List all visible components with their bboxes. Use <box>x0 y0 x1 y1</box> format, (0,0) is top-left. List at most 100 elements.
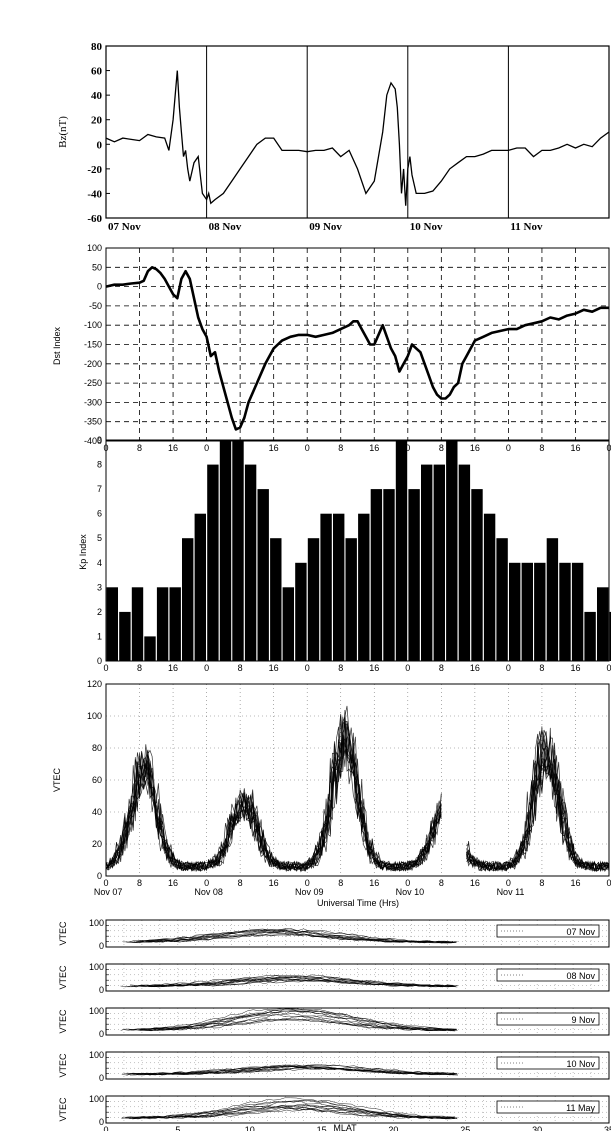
kp-bar <box>370 489 383 661</box>
mlat-legend-label: 11 May <box>566 1103 595 1113</box>
vtec-xtick-label: 0 <box>305 878 310 888</box>
kp-xtick-label: 8 <box>137 663 142 673</box>
bz-panel: -60 -40 -20 0 20 40 60 80 07 Nov 08 Nov 09 Nov 10 … <box>57 41 610 233</box>
bz-xtick-label: 08 Nov <box>209 221 242 233</box>
kp-xtick-label: 0 <box>405 663 410 673</box>
mlat-xlabel: MLAT <box>333 1123 357 1131</box>
kp-ylabel: Kp Index <box>78 534 88 570</box>
dst-ytick-label: 50 <box>92 262 102 272</box>
mlat-legend-box <box>496 968 600 982</box>
kp-bar <box>521 562 533 661</box>
mlat-legend-label: 10 Nov <box>566 1059 595 1069</box>
mlat-xtick-label: 5 <box>175 1125 180 1131</box>
vtec-day-label: Nov 11 <box>497 887 525 897</box>
vtec-ut-xlabel: Universal Time (Hrs) <box>317 898 399 908</box>
vtec-xtick-label: 0 <box>103 878 108 888</box>
mlat-panel: 100 0 VTEC 08 Nov <box>58 962 610 995</box>
kp-bar <box>408 489 420 661</box>
bz-ytick-label: -20 <box>87 164 102 176</box>
mlat-legend-box <box>496 1100 600 1114</box>
kp-bar <box>446 440 458 661</box>
mlat-trace <box>136 928 453 944</box>
vtec-day-label: Nov 09 <box>295 887 324 897</box>
mlat-ytick-label: 0 <box>99 1029 104 1039</box>
mlat-trace <box>133 974 456 988</box>
vtec-xtick-label: 8 <box>137 878 142 888</box>
kp-bar <box>534 562 546 661</box>
kp-xtick-label: 0 <box>103 663 108 673</box>
mlat-legend-label: 9 Nov <box>571 1015 595 1025</box>
dst-xtick-label: 16 <box>570 443 580 453</box>
vtec-trace <box>105 716 610 873</box>
kp-bar <box>307 538 320 661</box>
mlat-trace <box>126 1068 455 1076</box>
mlat-legend-box <box>496 1012 600 1026</box>
kp-bar <box>194 513 206 661</box>
kp-xtick-label: 8 <box>238 663 243 673</box>
mlat-ylabel: VTEC <box>58 965 68 990</box>
dst-xtick-label: 16 <box>168 443 178 453</box>
kp-xtick-label: 16 <box>369 663 379 673</box>
vtec-ut-axes-frame <box>105 683 610 877</box>
vtec-xtick-label: 8 <box>439 878 444 888</box>
bz-xtick-label: 07 Nov <box>108 221 141 233</box>
kp-xtick-label: 8 <box>439 663 444 673</box>
bz-series-layer <box>105 70 610 206</box>
kp-bar <box>458 464 471 661</box>
mlat-trace <box>123 933 457 943</box>
kp-axes-frame <box>105 439 610 662</box>
vtec-ut-series-layer <box>105 705 610 873</box>
kp-panel: 0 1 2 3 4 5 6 7 8 9 0 8 16 0 8 16 0 8 16 0 8 16 0 8 16 0 Kp Inde… <box>78 435 611 673</box>
kp-bar <box>232 440 244 661</box>
mlat-ytick-label: 100 <box>89 962 104 972</box>
bz-ytick-label: -40 <box>87 188 102 200</box>
kp-xtick-label: 0 <box>606 663 611 673</box>
dst-xtick-label: 8 <box>338 443 343 453</box>
dst-ytick-label: -350 <box>84 417 102 427</box>
kp-ytick-label: 1 <box>97 631 102 641</box>
mlat-panel: 100 0 VTEC 07 Nov <box>58 918 610 951</box>
mlat-ylabel: VTEC <box>58 1009 68 1034</box>
kp-bar <box>270 538 282 661</box>
bz-ytick-label: 40 <box>91 90 103 102</box>
kp-bar <box>295 562 307 661</box>
dst-ytick-label: -250 <box>84 378 102 388</box>
mlat-axes-frame <box>105 1051 610 1080</box>
vtec-xtick-label: 16 <box>470 878 480 888</box>
kp-bar <box>320 513 332 661</box>
mlat-trace <box>142 929 453 944</box>
kp-bar <box>471 489 483 661</box>
dst-ytick-label: -100 <box>84 320 102 330</box>
bz-axes-frame <box>105 45 610 219</box>
vtec-xtick-label: 16 <box>369 878 379 888</box>
mlat-legend-box <box>496 924 600 938</box>
mlat-axes-frame <box>105 1095 610 1124</box>
mlat-xtick-label: 25 <box>460 1125 470 1131</box>
vtec-ut-ylabel: VTEC <box>52 768 62 793</box>
mlat-legend-label: 07 Nov <box>566 927 595 937</box>
vtec-trace <box>105 737 610 872</box>
kp-bar <box>219 440 232 661</box>
bz-xtick-label: 11 Nov <box>510 221 543 233</box>
mlat-trace <box>147 1065 459 1076</box>
mlat-ytick-label: 100 <box>89 1006 104 1016</box>
bz-xtick-label: 10 Nov <box>410 221 443 233</box>
vtec-xtick-label: 16 <box>570 878 580 888</box>
dst-xtick-label: 8 <box>137 443 142 453</box>
bz-ytick-label: 80 <box>91 41 103 53</box>
dst-xtick-label: 16 <box>470 443 480 453</box>
kp-bar <box>282 587 294 661</box>
vtec-xtick-label: 8 <box>539 878 544 888</box>
kp-xtick-label: 0 <box>204 663 209 673</box>
dst-ylabel: Dst Index <box>52 326 62 365</box>
kp-bar <box>182 538 194 661</box>
kp-bar <box>131 587 144 661</box>
vtec-ytick-label: 60 <box>92 775 102 785</box>
dst-line <box>105 265 609 431</box>
kp-ytick-label: 6 <box>97 509 102 519</box>
kp-bar <box>483 513 496 661</box>
mlat-trace <box>132 1108 455 1119</box>
